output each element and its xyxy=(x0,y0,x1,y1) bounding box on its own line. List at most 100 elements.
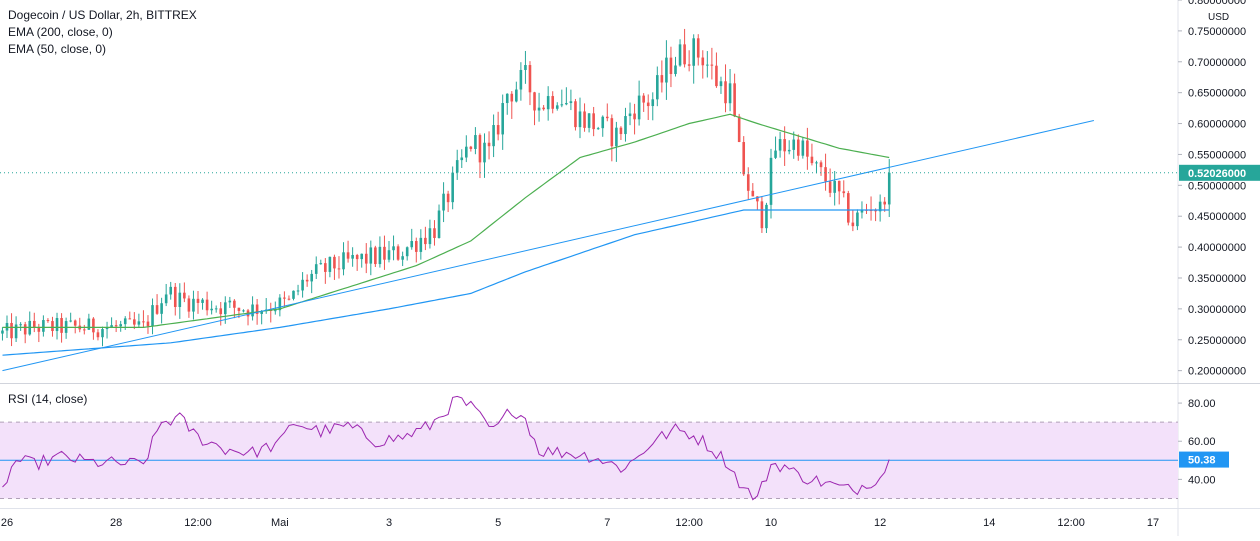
candle-body-49 xyxy=(223,302,227,315)
candle-body-192 xyxy=(874,210,877,212)
candle-body-111 xyxy=(505,93,509,104)
candle-body-36 xyxy=(164,294,168,304)
candle-body-90 xyxy=(410,241,414,248)
candle-body-183 xyxy=(833,180,836,193)
trendline xyxy=(2,119,1094,372)
candle-body-25 xyxy=(114,325,118,327)
candle-body-120 xyxy=(546,96,550,110)
candle-body-160 xyxy=(728,83,732,104)
candle-body-78 xyxy=(355,254,359,260)
candle-body-146 xyxy=(665,57,668,83)
price-tick-label-2: 0.30000000 xyxy=(1188,304,1246,316)
candle-body-11 xyxy=(51,321,54,332)
rsi-line xyxy=(2,395,890,501)
candle-body-65 xyxy=(296,290,300,292)
candle-body-105 xyxy=(478,135,482,163)
candle-body-100 xyxy=(455,160,459,173)
candle-body-113 xyxy=(515,89,518,102)
candle-body-172 xyxy=(783,139,786,152)
currency-label: USD xyxy=(1208,12,1229,23)
candle-body-121 xyxy=(551,96,555,109)
candle-body-86 xyxy=(392,246,395,251)
candle-body-104 xyxy=(474,135,477,149)
candle-body-119 xyxy=(542,107,545,110)
candle-body-156 xyxy=(710,64,714,66)
candle-body-181 xyxy=(824,167,827,182)
candle-body-140 xyxy=(637,95,641,120)
candle-body-77 xyxy=(351,254,354,259)
candle-body-70 xyxy=(319,263,323,265)
candle-body-182 xyxy=(828,181,832,193)
candle-body-158 xyxy=(719,81,723,87)
candle-body-148 xyxy=(674,65,677,75)
candle-body-87 xyxy=(396,246,400,260)
candle-body-151 xyxy=(687,64,691,66)
candle-body-69 xyxy=(314,264,318,274)
candle-body-103 xyxy=(469,146,473,149)
candle-body-76 xyxy=(346,252,350,259)
candle-body-18 xyxy=(83,329,86,331)
candle-body-141 xyxy=(642,95,645,103)
candle-body-179 xyxy=(815,162,818,164)
candle-body-132 xyxy=(601,116,605,129)
candle-body-167 xyxy=(760,201,764,229)
candle-body-173 xyxy=(787,149,791,152)
candle-body-175 xyxy=(796,139,800,156)
candle-body-75 xyxy=(342,252,345,270)
candle-body-163 xyxy=(742,142,746,175)
ema50-legend: EMA (50, close, 0) xyxy=(8,42,107,56)
candle-body-114 xyxy=(519,69,523,90)
candle-body-8 xyxy=(37,327,41,332)
candle-body-154 xyxy=(701,57,705,66)
candle-body-9 xyxy=(42,320,45,332)
candle-body-149 xyxy=(678,44,682,66)
candle-body-115 xyxy=(524,65,527,70)
candle-body-171 xyxy=(778,139,782,151)
candle-body-178 xyxy=(810,156,814,164)
time-tick-label-12: 17 xyxy=(1147,517,1159,529)
candle-body-84 xyxy=(383,246,386,260)
candle-body-79 xyxy=(360,253,364,260)
candle-body-142 xyxy=(646,102,650,107)
time-tick-label-11: 12:00 xyxy=(1057,517,1085,529)
candle-body-169 xyxy=(769,157,773,205)
candle-body-134 xyxy=(610,118,614,147)
candle-body-28 xyxy=(128,318,132,320)
candle-body-62 xyxy=(283,297,286,299)
candle-body-112 xyxy=(510,93,514,102)
candle-body-150 xyxy=(683,44,686,65)
candle-body-42 xyxy=(192,298,195,312)
last-price-badge xyxy=(1179,164,1260,181)
candle-body-162 xyxy=(737,116,741,143)
candle-body-50 xyxy=(228,300,232,303)
candle-body-73 xyxy=(333,256,336,269)
rsi-tick-label-2: 80.00 xyxy=(1188,398,1216,410)
candle-body-128 xyxy=(583,111,586,128)
candle-body-40 xyxy=(183,292,186,299)
candle-body-177 xyxy=(806,140,809,157)
price-tick-label-3: 0.35000000 xyxy=(1188,273,1246,285)
candle-body-67 xyxy=(305,279,309,282)
candle-body-138 xyxy=(628,113,632,117)
candle-body-3 xyxy=(14,324,18,339)
candle-body-20 xyxy=(92,318,95,333)
candle-body-176 xyxy=(801,140,805,156)
candle-body-130 xyxy=(592,113,595,130)
candle-body-184 xyxy=(837,180,841,192)
price-tick-label-12: 0.80000000 xyxy=(1188,0,1246,7)
candle-body-188 xyxy=(856,212,859,227)
candle-body-64 xyxy=(292,290,295,299)
time-tick-label-1: 28 xyxy=(110,517,122,529)
price-tick-label-6: 0.50000000 xyxy=(1188,180,1246,192)
ema200-legend: EMA (200, close, 0) xyxy=(8,25,113,39)
candle-body-41 xyxy=(187,298,191,312)
candle-body-131 xyxy=(596,128,600,130)
candle-body-66 xyxy=(301,279,304,291)
price-tick-label-5: 0.45000000 xyxy=(1188,211,1246,223)
time-tick-label-7: 12:00 xyxy=(675,517,703,529)
time-tick-label-10: 14 xyxy=(983,517,995,529)
price-tick-label-9: 0.65000000 xyxy=(1188,88,1246,100)
candle-body-81 xyxy=(369,247,373,264)
candle-body-168 xyxy=(765,204,768,229)
